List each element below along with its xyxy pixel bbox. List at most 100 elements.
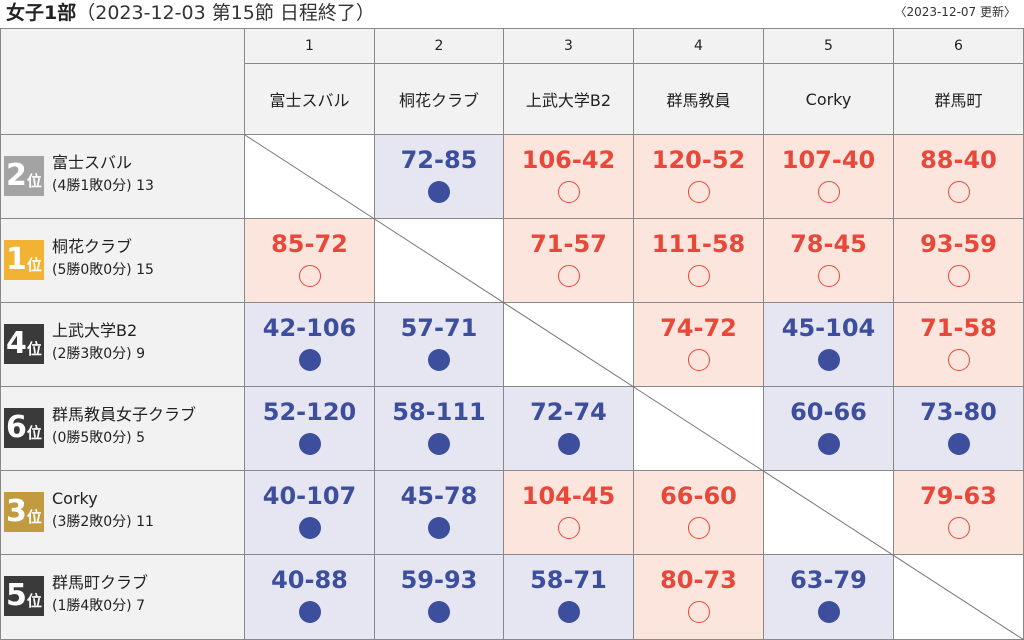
win-circle-icon: [817, 181, 840, 203]
match-result-cell: 45-104: [764, 303, 894, 387]
loss-dot-icon: [298, 517, 321, 539]
team-name: 群馬教員女子クラブ: [52, 405, 197, 424]
team-record: (4勝1敗0分) 13: [52, 178, 154, 194]
match-result-cell: 85-72: [245, 219, 375, 303]
column-team-name: 富士スバル: [245, 64, 375, 135]
match-score: 57-71: [400, 314, 478, 342]
match-result-cell: 74-72: [634, 303, 764, 387]
match-result-cell: 45-78: [375, 471, 504, 555]
match-score: 45-78: [400, 482, 478, 510]
match-score: 59-93: [400, 566, 478, 594]
match-score: 85-72: [271, 230, 348, 258]
team-name: 桐花クラブ: [52, 237, 133, 256]
team-record: (3勝2敗0分) 11: [52, 514, 154, 530]
loss-dot-icon: [298, 349, 321, 371]
loss-dot-icon: [428, 349, 450, 371]
win-circle-icon: [687, 517, 710, 539]
rank-number: 6: [6, 410, 27, 445]
loss-dot-icon: [298, 433, 321, 455]
match-result-cell: 40-107: [245, 471, 375, 555]
match-result-cell: 79-63: [894, 471, 1024, 555]
loss-dot-icon: [428, 517, 450, 539]
win-circle-icon: [947, 265, 970, 287]
match-result-cell: 66-60: [634, 471, 764, 555]
match-score: 71-58: [920, 314, 997, 342]
match-score: 52-120: [262, 398, 357, 426]
match-result-cell: 52-120: [245, 387, 375, 471]
match-score: 60-66: [790, 398, 867, 426]
match-result-cell: 78-45: [764, 219, 894, 303]
rank-unit: 位: [26, 256, 42, 274]
match-result-cell: 59-93: [375, 555, 504, 640]
column-team-name: 群馬町: [894, 64, 1024, 135]
match-result-cell: 111-58: [634, 219, 764, 303]
match-score: 40-107: [262, 482, 357, 510]
column-number: 1: [245, 28, 375, 64]
match-score: 45-104: [781, 314, 876, 342]
match-score: 80-73: [660, 566, 737, 594]
match-score: 104-45: [521, 482, 616, 510]
win-circle-icon: [947, 181, 970, 203]
team-name: 群馬町クラブ: [52, 573, 149, 592]
loss-dot-icon: [817, 433, 840, 455]
win-circle-icon: [557, 181, 580, 203]
win-circle-icon: [557, 265, 580, 287]
table-corner: [0, 28, 245, 135]
team-record: (0勝5敗0分) 5: [52, 430, 146, 446]
match-result-cell: 60-66: [764, 387, 894, 471]
loss-dot-icon: [557, 601, 580, 623]
win-circle-icon: [687, 349, 710, 371]
match-result-cell: 71-57: [504, 219, 634, 303]
rank-number: 2: [6, 158, 27, 193]
match-score: 40-88: [271, 566, 348, 594]
updated-date: 〈2023-12-07 更新〉: [894, 5, 1016, 19]
self-match-cell: [375, 219, 504, 303]
loss-dot-icon: [557, 433, 580, 455]
match-score: 71-57: [530, 230, 607, 258]
match-result-cell: 58-71: [504, 555, 634, 640]
match-score: 107-40: [781, 146, 876, 174]
match-result-cell: 104-45: [504, 471, 634, 555]
team-row-header: 5 位群馬町クラブ (1勝4敗0分) 7: [0, 555, 245, 640]
column-number: 6: [894, 28, 1024, 64]
match-result-cell: 88-40: [894, 135, 1024, 219]
loss-dot-icon: [298, 601, 321, 623]
match-result-cell: 58-111: [375, 387, 504, 471]
column-team-name: 桐花クラブ: [375, 64, 504, 135]
match-result-cell: 107-40: [764, 135, 894, 219]
self-match-cell: [245, 135, 375, 219]
win-circle-icon: [947, 349, 970, 371]
team-name: Corky: [52, 489, 98, 508]
self-match-cell: [764, 471, 894, 555]
team-name: 富士スバル: [52, 153, 133, 172]
loss-dot-icon: [817, 601, 840, 623]
self-match-cell: [634, 387, 764, 471]
match-result-cell: 93-59: [894, 219, 1024, 303]
match-result-cell: 42-106: [245, 303, 375, 387]
match-score: 78-45: [790, 230, 867, 258]
page-title: 女子1部（2023-12-03 第15節 日程終了）: [6, 0, 375, 26]
win-circle-icon: [687, 181, 710, 203]
standings-table: 1 富士スバル 2 桐花クラブ 3 上武大学B2 4 群馬教員 5 Corky 6 群馬町 2 位富士スバ…: [0, 28, 1024, 640]
match-result-cell: 63-79: [764, 555, 894, 640]
match-score: 106-42: [521, 146, 616, 174]
match-score: 93-59: [920, 230, 997, 258]
team-row-header: 2 位富士スバル (4勝1敗0分) 13: [0, 135, 245, 219]
loss-dot-icon: [428, 181, 450, 203]
loss-dot-icon: [817, 349, 840, 371]
match-score: 58-71: [530, 566, 607, 594]
team-row-header: 4 位上武大学B2 (2勝3敗0分) 9: [0, 303, 245, 387]
page-header: 女子1部（2023-12-03 第15節 日程終了） 〈2023-12-07 更…: [0, 0, 1024, 26]
match-result-cell: 72-85: [375, 135, 504, 219]
rank-number: 1: [6, 242, 27, 277]
rank-unit: 位: [26, 172, 42, 190]
loss-dot-icon: [947, 433, 970, 455]
win-circle-icon: [817, 265, 840, 287]
match-score: 72-74: [530, 398, 607, 426]
match-result-cell: 80-73: [634, 555, 764, 640]
match-score: 58-111: [392, 398, 486, 426]
team-record: (2勝3敗0分) 9: [52, 346, 146, 362]
